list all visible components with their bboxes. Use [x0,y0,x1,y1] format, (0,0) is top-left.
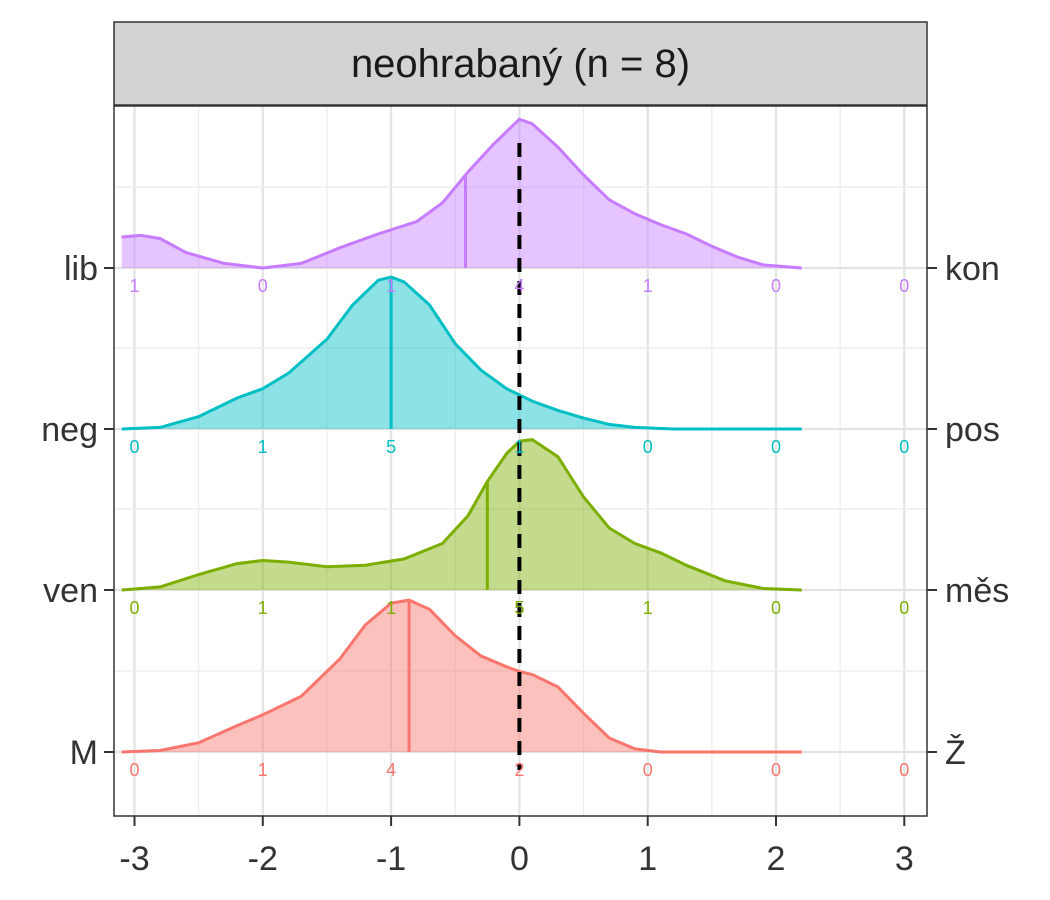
count-label: 5 [514,598,524,618]
x-axis-tick-label: 1 [638,840,657,878]
count-label: 5 [386,437,396,457]
count-label: 0 [771,437,781,457]
count-label: 0 [899,598,909,618]
x-axis-tick-label: -2 [248,840,278,878]
x-axis-tick-label: -3 [119,840,149,878]
density-line [121,438,802,592]
y-axis-label-right: měs [945,572,1009,610]
count-labels: 1 0 1 4 1 0 0 0 1 5 1 0 0 0 0 1 1 5 1 0 0 0 1 4 2 0 0 0 [129,276,909,780]
count-label: 1 [258,437,268,457]
facet-strip-background [113,21,928,106]
density-area [121,119,802,268]
density-area [121,439,802,590]
facet-strip-title: neohrabaný (n = 8) [351,42,690,86]
count-label: 0 [129,760,139,780]
density-line [121,598,802,754]
count-label: 1 [129,276,139,296]
count-label: 2 [514,760,524,780]
count-label: 0 [771,598,781,618]
panel-border [113,105,928,817]
count-label: 1 [514,437,524,457]
count-label: 0 [258,276,268,296]
y-axis-label-right: Ž [945,734,966,772]
y-axis-label-left: neg [41,411,98,449]
count-label: 4 [386,760,396,780]
count-label: 1 [258,598,268,618]
count-label: 0 [899,437,909,457]
y-axis-label-left: ven [43,572,98,610]
x-axis-tick-label: 2 [767,840,786,878]
count-label: 1 [643,598,653,618]
y-axis-label-left: M [70,734,98,772]
density-line [121,117,802,270]
count-label: 0 [129,598,139,618]
density-area [121,600,802,752]
density-ridges [121,117,802,754]
density-area [121,277,802,429]
density-line [121,275,802,431]
count-label: 0 [771,760,781,780]
count-label: 0 [899,760,909,780]
count-label: 1 [386,598,396,618]
count-label: 0 [643,437,653,457]
count-label: 1 [643,276,653,296]
count-label: 0 [129,437,139,457]
x-axis-tick-label: 3 [895,840,914,878]
x-axis-tick-label: 0 [510,840,529,878]
count-label: 1 [258,760,268,780]
facet-strip: neohrabaný (n = 8) [113,21,928,106]
panel-frame [113,105,928,817]
y-axis-label-right: kon [945,250,1000,288]
count-label: 0 [643,760,653,780]
count-label: 0 [899,276,909,296]
y-axis-label-left: lib [64,250,98,288]
count-label: 1 [386,276,396,296]
x-axis-tick-label: -1 [376,840,406,878]
count-label: 4 [514,276,524,296]
count-label: 0 [771,276,781,296]
y-axis-label-right: pos [945,411,1000,449]
